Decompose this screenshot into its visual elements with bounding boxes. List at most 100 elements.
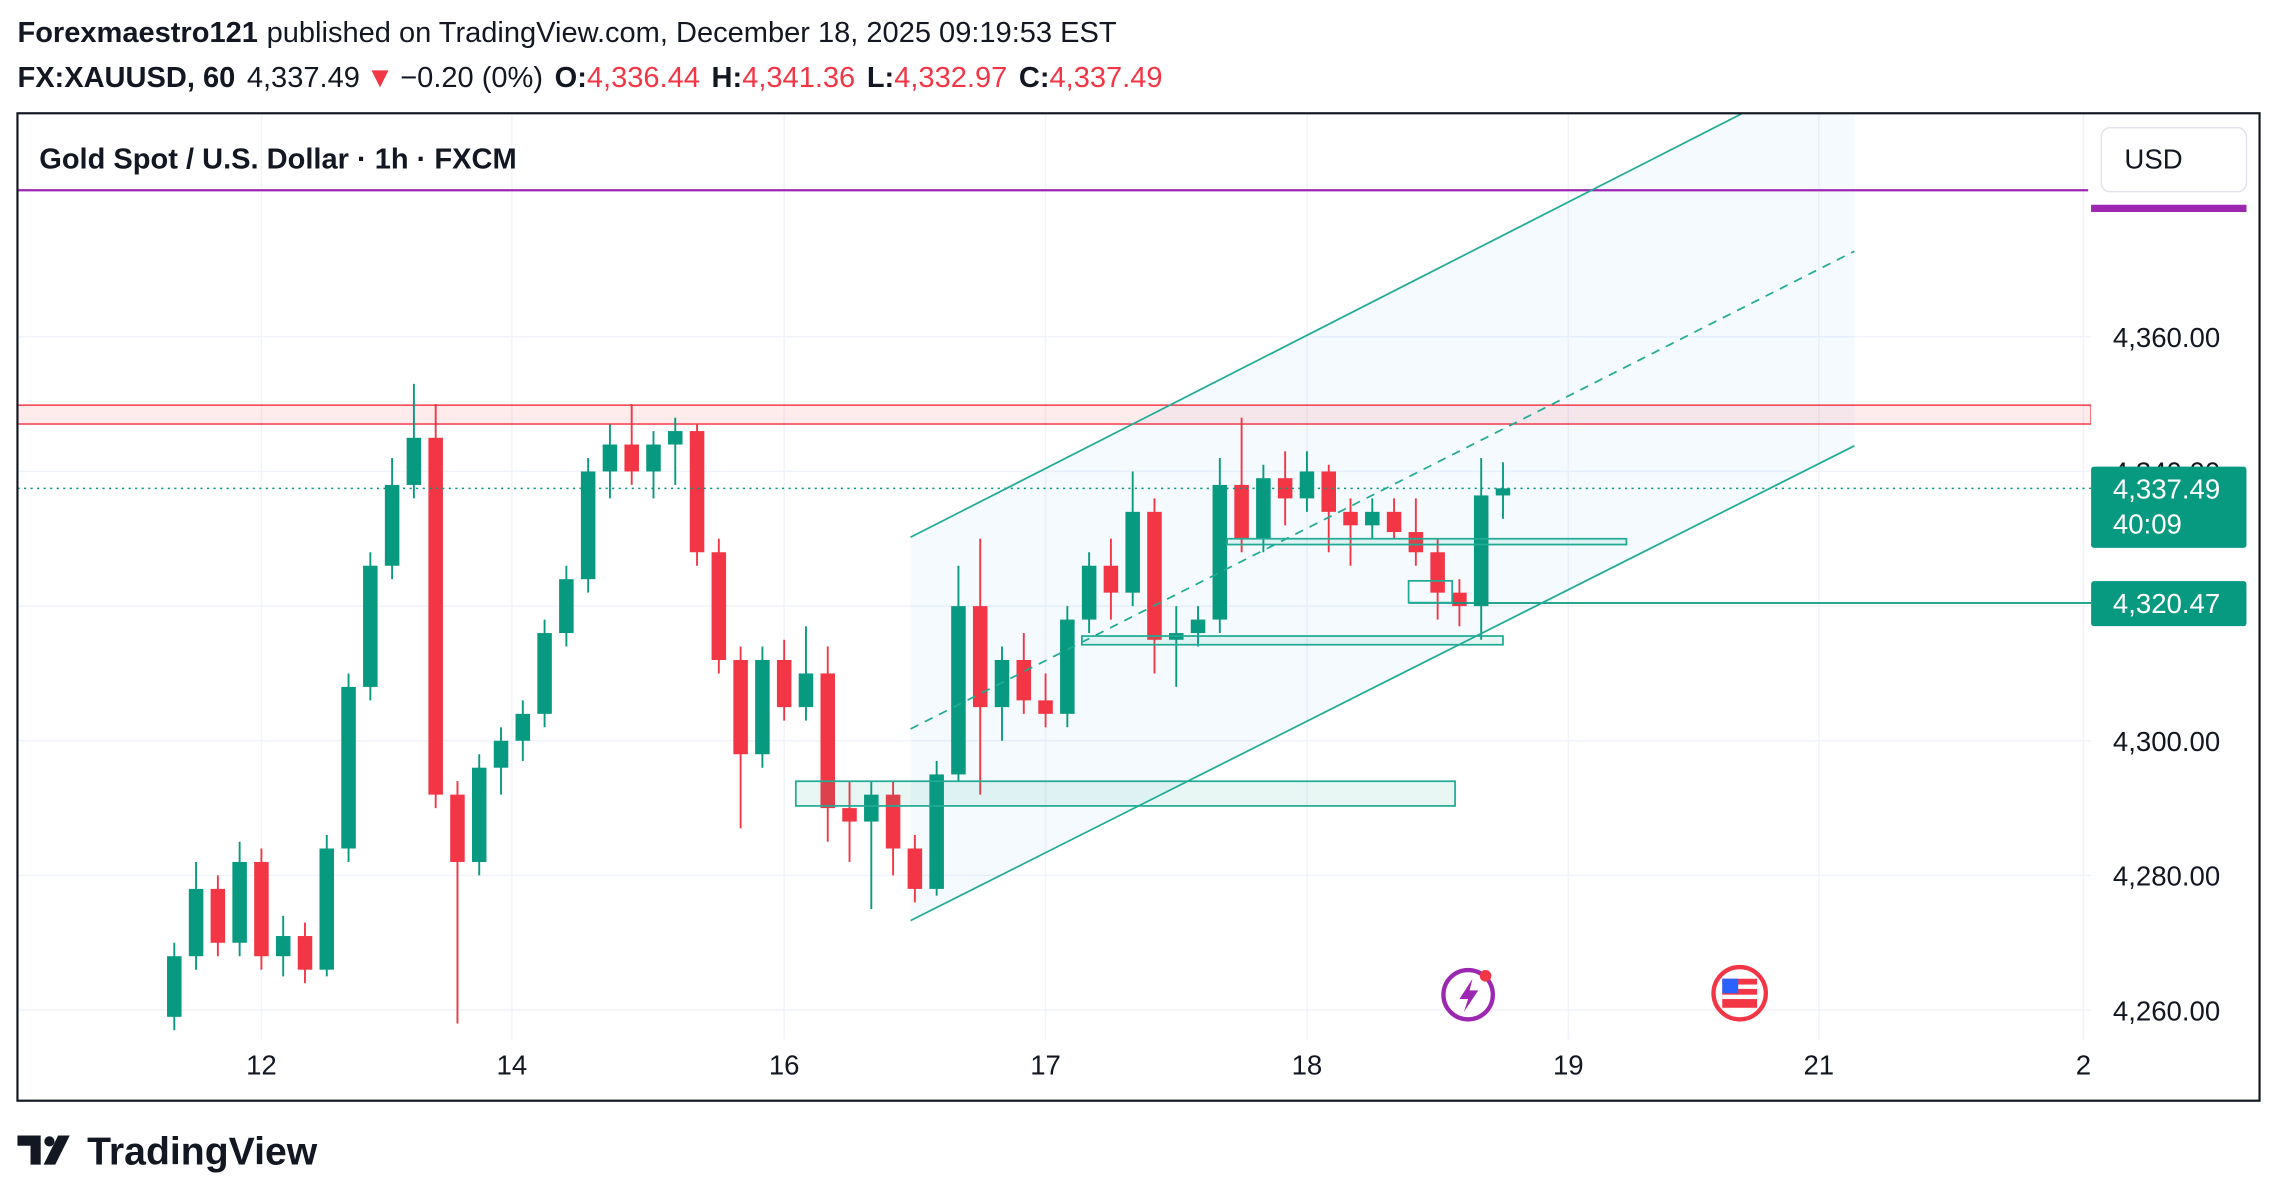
c-label: C: — [1019, 62, 1050, 94]
candle-body — [341, 686, 356, 849]
y-tick-label: 4,280.00 — [2113, 861, 2220, 892]
h-value: 4,341.36 — [742, 62, 855, 94]
candle-body — [951, 606, 966, 775]
candle-body — [755, 659, 770, 755]
lightning — [1459, 978, 1479, 1013]
candle-body — [711, 552, 727, 660]
small-box — [1407, 579, 1454, 604]
candle-body — [1256, 478, 1271, 539]
candle-body — [1125, 511, 1140, 593]
candle-body — [1299, 471, 1315, 499]
h-label: H: — [712, 62, 743, 94]
candle-body — [1386, 511, 1402, 533]
boxes — [794, 537, 1628, 807]
candle-body — [1495, 488, 1511, 496]
x-tick-label: 19 — [1553, 1050, 1584, 1081]
publish-line: Forexmaestro121 published on TradingView.… — [17, 17, 1116, 49]
x-tick-label: 21 — [1803, 1050, 1834, 1081]
channel-mid — [910, 250, 1855, 730]
l-value: 4,332.97 — [894, 62, 1007, 94]
candle-body — [450, 794, 465, 862]
flag-stripe — [1722, 984, 1758, 989]
published: published on TradingView.com, December 1… — [267, 17, 1117, 49]
logo — [17, 1135, 70, 1165]
symbol: FX:XAUUSD, 60 — [17, 62, 235, 94]
candle-body — [232, 861, 247, 943]
candle-body — [1343, 511, 1358, 526]
candle-body — [1365, 511, 1380, 526]
arrow: ▼ — [366, 62, 395, 94]
logo-mark — [17, 1135, 70, 1165]
candle-body — [1473, 495, 1489, 607]
candle-body — [493, 740, 509, 768]
candle-body — [842, 808, 857, 822]
candle-body — [864, 794, 879, 822]
chart-title: Gold Spot / U.S. Dollar · 1h · FXCM — [39, 143, 516, 175]
c-value: 4,337.49 — [1050, 62, 1163, 94]
l-label: L: — [867, 62, 894, 94]
channel-lower — [910, 445, 1855, 922]
currency-button[interactable] — [2100, 127, 2248, 193]
candle-body — [1408, 532, 1424, 553]
candle-body — [537, 633, 552, 714]
price-tag-label: 4,320.47 — [2113, 588, 2220, 619]
demand-box — [794, 780, 1456, 807]
flag-canton — [1722, 978, 1739, 994]
candle-body — [885, 794, 901, 849]
candle-body — [1321, 471, 1336, 512]
candle-body — [363, 565, 378, 687]
axes: 4,260.004,280.004,300.004,320.004,340.00… — [246, 322, 2247, 1081]
candle-body — [254, 861, 269, 957]
candle-body — [1234, 484, 1249, 539]
candle-body — [733, 659, 748, 755]
candle-body — [668, 431, 683, 445]
grid — [17, 113, 2092, 1040]
event-icons — [1441, 964, 1768, 1022]
candle-body — [1060, 619, 1075, 714]
currency[interactable]: USD — [2124, 143, 2182, 174]
candle-body — [1452, 592, 1467, 607]
price-tag — [2091, 466, 2247, 548]
y-tick-label: 4,260.00 — [2113, 995, 2220, 1026]
candle-body — [820, 673, 836, 809]
candle-body — [1081, 565, 1097, 620]
event-dot — [1479, 970, 1492, 982]
candles — [17, 383, 2092, 1031]
channel — [910, 112, 1855, 922]
candle-body — [210, 888, 226, 943]
chart-frame — [16, 112, 2261, 1102]
candle-body — [1016, 659, 1032, 701]
candle-body — [907, 848, 923, 889]
support-box — [1080, 635, 1504, 646]
candle-body — [776, 659, 792, 708]
candle-body — [1190, 619, 1206, 634]
candle-body — [1147, 511, 1162, 640]
candle-body — [297, 936, 313, 970]
o-value: 4,336.44 — [587, 62, 700, 94]
candle-body — [602, 444, 618, 472]
logo-dot — [44, 1136, 55, 1147]
candle-body — [275, 936, 291, 957]
candle-body — [1430, 552, 1445, 593]
x-tick-label: 2 — [2076, 1050, 2091, 1081]
candle-body — [515, 713, 531, 741]
price: 4,337.49 — [247, 62, 360, 94]
purple-tag — [2091, 204, 2247, 213]
candle-body — [384, 484, 400, 566]
range-box — [1226, 537, 1628, 546]
candle-body — [689, 431, 705, 553]
candle-body — [428, 437, 443, 795]
candle-body — [1103, 565, 1119, 593]
candle-body — [167, 956, 182, 1017]
candle-body — [624, 444, 639, 472]
candle-body — [646, 444, 661, 472]
x-tick-label: 14 — [497, 1050, 528, 1081]
candle-body — [1038, 700, 1053, 714]
flag-stripe — [1722, 994, 1758, 1000]
y-tick-label: 4,360.00 — [2113, 322, 2220, 353]
candle-body — [798, 673, 814, 708]
brand: TradingView — [87, 1131, 318, 1174]
candle-body — [559, 579, 574, 634]
